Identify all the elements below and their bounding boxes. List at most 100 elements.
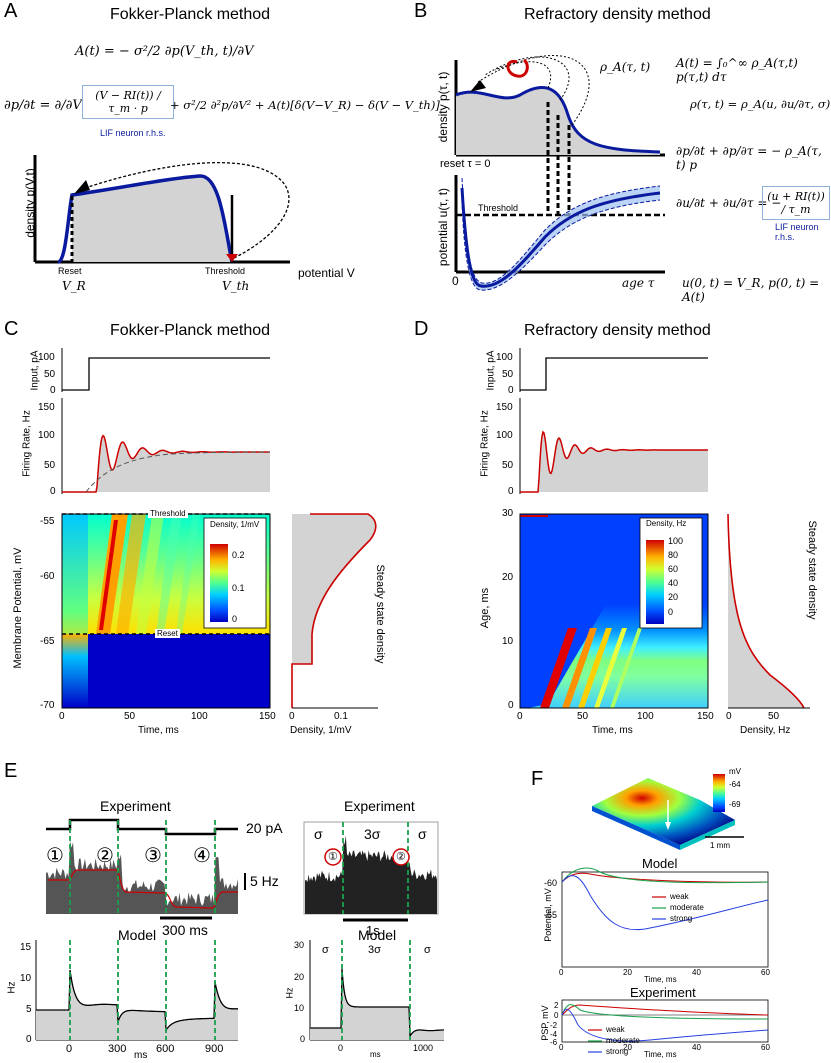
panel-e-marker-4: ④	[193, 845, 211, 867]
panel-b-lif-note: LIF neuron r.h.s.	[775, 222, 819, 242]
panel-e-left-xtick-0: 0	[66, 1043, 73, 1055]
panel-a-eq2-box: (V − RI(t)) / τ_m · p	[82, 85, 174, 119]
panel-d-cbar-tick-4: 20	[668, 592, 679, 602]
panel-letter-f: F	[531, 768, 544, 790]
panel-f-exp-legend-strong: strong	[606, 1047, 629, 1056]
panel-b-potential-curve	[460, 187, 661, 288]
panel-c-ss-xtick-1: 0.1	[334, 711, 348, 722]
panel-f-exp-xlabel: Time, ms	[644, 1050, 677, 1059]
panel-a-eq2-rest: + σ²/2 ∂²p/∂V² + A(t)[δ(V−V_R) − δ(V − V…	[170, 98, 440, 112]
panel-f-model-xlabel: Time, ms	[644, 975, 677, 984]
panel-f-exp-legend-weak: weak	[606, 1025, 625, 1034]
panel-c-title: Fokker-Planck method	[110, 322, 271, 339]
panel-c-map-xlabel: Time, ms	[138, 725, 179, 736]
panel-e-right-ytick-0: 30	[294, 940, 305, 950]
panel-f-colorbar	[713, 774, 725, 812]
panel-e-right-ytick-3: 0	[300, 1034, 306, 1044]
panel-d-input-tick-1: 50	[502, 369, 514, 380]
panel-d-cbar-tick-5: 0	[668, 607, 674, 617]
panel-f-exp-xtick-1: 20	[623, 1043, 632, 1052]
panel-f-exp-legend-moderate: moderate	[606, 1036, 640, 1045]
panel-d-map-ytick-0: 30	[502, 508, 514, 519]
panel-e-marker-1: ①	[46, 845, 64, 867]
panel-c-heatmap-band	[116, 514, 146, 634]
panel-b-eq-u: ∂u/∂t + ∂u/∂τ = −	[676, 196, 782, 210]
panel-f-model-title: Model	[642, 856, 678, 871]
panel-e-right-model-title: Model	[358, 927, 397, 943]
panel-e-left-model-title: Model	[118, 927, 157, 943]
panel-f-exp-xtick-0: 0	[559, 1043, 564, 1052]
panel-c-ss-xlabel: Density, 1/mV	[290, 725, 352, 736]
panel-e-left-xtick-3: 900	[205, 1043, 224, 1055]
panel-f-exp-ytick-4: -6	[550, 1038, 558, 1047]
panel-f-exp-ylabel: PSP, mV	[540, 1005, 550, 1041]
panel-a-xlabel: potential V	[298, 266, 355, 280]
panel-e-rate-scale: 5 Hz	[250, 873, 279, 889]
panel-c-map-ytick-0: -55	[40, 516, 55, 527]
panel-e-left-ytick-1: 10	[20, 973, 32, 984]
panel-f-exp-ytick-1: 0	[554, 1011, 559, 1020]
panel-c-input-tick-1: 50	[44, 369, 56, 380]
panel-b-density-fill	[456, 87, 660, 155]
panel-a-reinjection-arrow	[84, 162, 290, 259]
panel-a-red-tick	[226, 254, 238, 262]
panel-f-exp-ytick-3: -4	[550, 1030, 558, 1039]
panel-d-map-ytick-1: 20	[502, 572, 514, 583]
panel-f-exp-xtick-3: 60	[761, 1043, 770, 1052]
panel-d-cbar-tick-3: 40	[668, 578, 679, 588]
panel-c-map-ytick-1: -60	[40, 571, 55, 582]
panel-e-right-marker-2: ②	[396, 851, 406, 863]
panel-c-cbar-tick-1: 0.1	[232, 583, 245, 593]
panel-e-right-xtick-0: 0	[338, 1043, 344, 1053]
panel-b-reset-tau: reset τ = 0	[440, 158, 491, 170]
panel-e-right-sigma-3: σ	[424, 944, 431, 956]
panel-c-ss-xtick-0: 0	[289, 711, 295, 722]
panel-f-cbar-tick-0: -64	[729, 780, 741, 789]
panel-e-right-sigma-2: 3σ	[368, 944, 381, 956]
panel-f-exp-xtick-2: 40	[692, 1043, 701, 1052]
panel-d-rate-tick-0: 0	[508, 486, 514, 497]
panel-e-left-xtick-2: 600	[156, 1043, 175, 1055]
panel-c-map-xtick-0: 0	[59, 711, 65, 722]
panel-e-left-xtick-1: 300	[108, 1043, 127, 1055]
panel-e-right-ytick-1: 20	[294, 972, 305, 982]
panel-e-sigma-1: σ	[314, 826, 323, 842]
panel-e-right-sigma-1: σ	[322, 944, 329, 956]
panel-f-model-xtick-0: 0	[559, 968, 564, 977]
panel-letter-d: D	[414, 318, 429, 340]
panel-c-input-trace	[62, 357, 270, 391]
panel-a-title: Fokker-Planck method	[110, 6, 271, 23]
panel-c-map-xtick-2: 100	[191, 711, 208, 722]
panel-f-model-strong	[561, 875, 769, 931]
panel-f-model-ytick-0: -60	[544, 878, 558, 888]
panel-e-sigma-3: σ	[418, 826, 427, 842]
panel-d-title: Refractory density method	[524, 322, 711, 339]
panel-a-reset-label: Reset	[58, 266, 82, 276]
panel-d-heatmap-bands	[540, 628, 642, 708]
panel-a-threshold-label: Threshold	[205, 266, 246, 276]
panel-a-eq2-lhs: ∂p/∂t = ∂/∂V	[4, 98, 82, 113]
panel-a-density-curve	[57, 174, 234, 264]
panel-d-heatmap-band	[610, 628, 642, 708]
panel-d-map-xtick-1: 50	[577, 711, 589, 722]
panel-d-steady-curve	[727, 513, 805, 709]
panel-b-refractory-loop	[506, 58, 529, 78]
panel-f-surface	[592, 778, 735, 845]
panel-e-right-histogram	[305, 835, 437, 914]
panel-c-cbar-tick-2: 0	[232, 614, 238, 624]
panel-d-map-ytick-3: 0	[508, 700, 514, 711]
panel-e-right-ytick-2: 10	[294, 1003, 305, 1013]
panel-f-model-legend-strong: strong	[670, 914, 693, 923]
panel-e-marker-3: ③	[144, 845, 162, 867]
panel-f-exp-ytick-0: 2	[554, 1001, 559, 1010]
panel-c-rate-tick-1: 50	[44, 460, 56, 471]
panel-d-map-xtick-0: 0	[517, 711, 523, 722]
panel-b-title: Refractory density method	[524, 6, 711, 23]
panel-e-left-ytick-0: 15	[20, 942, 32, 953]
panel-c-input-tick-2: 100	[38, 352, 55, 363]
panel-c-rate-fill	[62, 435, 270, 492]
panel-f-exp-title: Experiment	[630, 985, 696, 1000]
